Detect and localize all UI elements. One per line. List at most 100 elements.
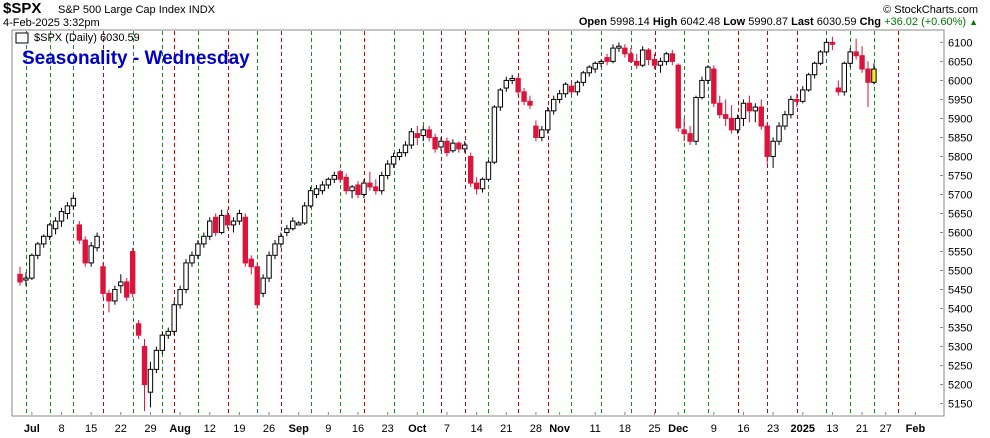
candle-body — [343, 176, 349, 192]
candle-body — [598, 60, 604, 64]
ohlc-readout: Open 5998.14 High 6042.48 Low 5990.87 La… — [579, 16, 978, 28]
candle-body — [805, 74, 812, 91]
candle-body — [189, 254, 195, 264]
candle-body — [533, 125, 539, 138]
y-tick-label: 5700 — [948, 189, 972, 201]
candle-body — [135, 323, 142, 336]
candle-body — [752, 106, 759, 112]
candle-body — [41, 235, 47, 245]
candle-body — [467, 155, 474, 184]
overlay-title: Seasonality - Wednesday — [22, 48, 250, 69]
candle-body — [402, 144, 409, 154]
y-tick-label: 5900 — [948, 113, 972, 125]
candle-body — [450, 142, 456, 152]
candle-body — [17, 273, 23, 283]
candle-body — [497, 89, 504, 108]
candle-body — [717, 102, 723, 116]
candle-body — [847, 51, 853, 64]
candle-body — [159, 334, 166, 351]
candle-body — [823, 41, 830, 53]
candle-body — [35, 243, 41, 256]
y-axis: 5150 5200 5250 5300 5350 5400 5450 5500 5550 5600… — [940, 37, 972, 411]
candle-body — [456, 142, 462, 150]
candle-body — [616, 45, 622, 49]
candle-body — [254, 266, 260, 306]
candle-body — [313, 188, 320, 195]
candle-body — [746, 102, 753, 112]
y-tick-label: 5200 — [948, 380, 972, 392]
x-tick-label: 23 — [767, 423, 779, 435]
candle-body — [325, 178, 332, 186]
index-name: S&P 500 Large Cap Index INDX — [58, 4, 215, 16]
candle-body — [367, 182, 373, 188]
candle-body — [278, 235, 284, 245]
x-tick-label: 14 — [470, 423, 482, 435]
candle-body — [379, 174, 385, 192]
x-tick-label: 11 — [589, 423, 600, 435]
y-tick-label: 5500 — [948, 266, 972, 278]
x-tick-label: Aug — [169, 423, 190, 435]
candle-body — [645, 49, 652, 61]
candle-body — [296, 222, 302, 226]
high-value: 6042.48 — [680, 16, 721, 28]
series-label: $SPX (Daily) 6030.59 — [34, 32, 140, 44]
candle-body — [106, 292, 112, 302]
candle-body — [272, 243, 278, 256]
candle-body — [574, 81, 581, 93]
candle-body — [301, 205, 308, 224]
candle-body — [776, 125, 782, 142]
x-tick-label: 23 — [382, 423, 394, 435]
low-value: 5990.87 — [748, 16, 789, 28]
candle-body — [438, 140, 444, 148]
candle-body — [355, 184, 361, 195]
candle-body — [124, 281, 130, 298]
x-tick-label: 22 — [115, 423, 127, 435]
candlesticks — [17, 36, 877, 412]
candle-body — [485, 161, 492, 180]
last-value: 6030.59 — [816, 16, 857, 28]
candle-body — [829, 41, 836, 45]
candle-body — [420, 129, 426, 137]
candle-body — [711, 68, 717, 104]
candle-body — [871, 68, 877, 83]
candle-body — [390, 155, 397, 165]
candle-body — [539, 129, 545, 138]
candle-body — [100, 266, 106, 294]
x-tick-label: 16 — [352, 423, 364, 435]
candle-body — [284, 228, 290, 234]
up-arrow-icon: ▲ — [969, 17, 978, 27]
copyright-label: © StockCharts.com — [883, 4, 978, 16]
candle-body — [373, 186, 379, 192]
candle-body — [562, 83, 569, 95]
x-tick-label: 25 — [648, 423, 660, 435]
candle-body — [794, 98, 800, 102]
candle-body — [681, 129, 687, 135]
candle-body — [218, 214, 225, 234]
candle-body — [112, 289, 118, 302]
candle-body — [722, 114, 729, 119]
x-tick-label: 9 — [325, 423, 331, 435]
candle-body — [260, 277, 266, 294]
candle-body — [236, 212, 243, 222]
candle-body — [248, 258, 254, 268]
candle-body — [212, 216, 219, 234]
candle-body — [349, 186, 355, 192]
y-tick-label: 5300 — [948, 342, 972, 354]
candle-body — [141, 346, 148, 386]
x-tick-label: 13 — [826, 423, 838, 435]
candle-body — [782, 114, 788, 127]
candle-body — [129, 251, 136, 294]
x-tick-label: Nov — [549, 423, 571, 435]
candle-body — [462, 144, 468, 150]
high-label: High — [652, 16, 678, 28]
candle-body — [58, 211, 65, 222]
candle-body — [82, 239, 88, 264]
candle-body — [556, 93, 563, 100]
candle-body — [551, 98, 557, 112]
candle-body — [669, 53, 675, 62]
candle-body — [663, 53, 670, 62]
candle-body — [384, 163, 391, 176]
candle-body — [841, 62, 847, 93]
